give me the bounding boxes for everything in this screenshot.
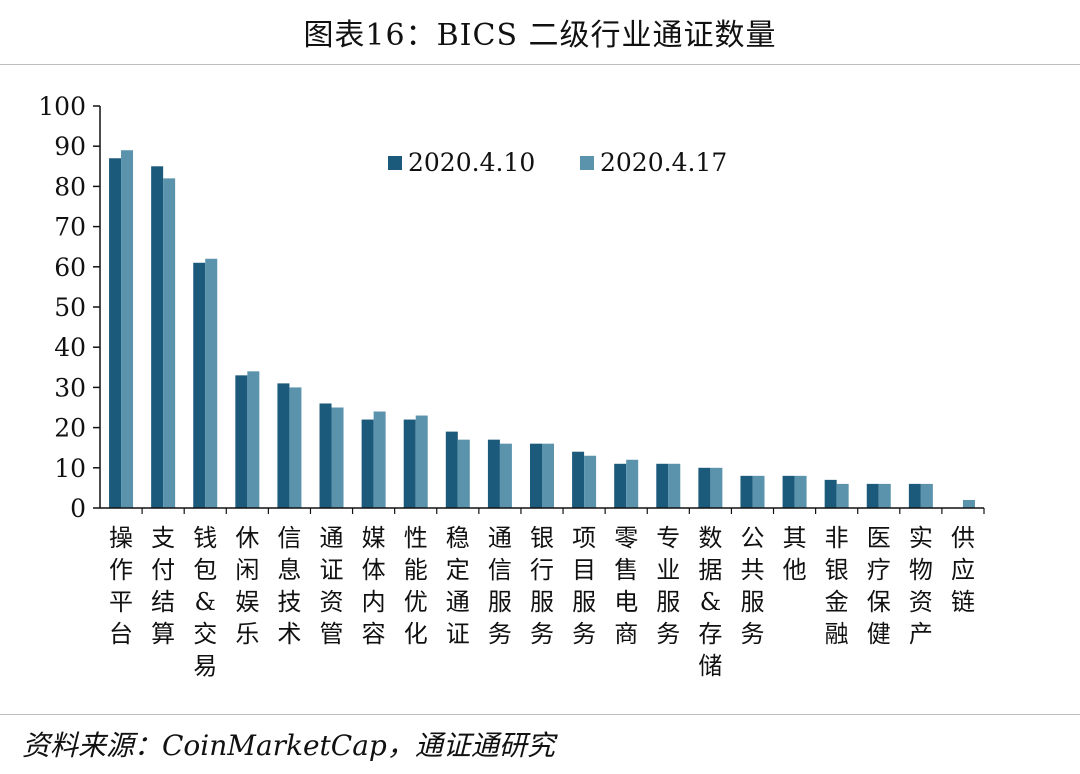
bar-2-9 <box>499 443 512 508</box>
y-tick-label: 70 <box>54 213 86 242</box>
bar-1-2 <box>193 262 206 508</box>
x-axis: 操作平台支付结算钱包&交易休闲娱乐信息技术通证资管媒体内容性能优化稳定通证通信服… <box>100 507 985 680</box>
bar-1-5 <box>319 403 332 508</box>
y-tick-label: 40 <box>54 333 86 362</box>
bar-2-17 <box>836 483 849 508</box>
bar-1-15 <box>740 475 753 508</box>
x-tick-label: 休闲娱乐 <box>235 524 259 648</box>
bar-2-7 <box>415 415 428 508</box>
bar-1-8 <box>445 431 458 508</box>
bar-2-6 <box>373 411 386 508</box>
legend-label-1: 2020.4.10 <box>408 148 535 177</box>
y-tick-label: 100 <box>38 92 86 121</box>
bar-2-14 <box>710 467 723 508</box>
y-tick-label: 80 <box>54 172 86 201</box>
y-tick-label: 0 <box>70 494 86 523</box>
y-tick-label: 30 <box>54 373 86 402</box>
x-tick-label: 稳定通证 <box>446 524 470 648</box>
bar-1-9 <box>487 439 500 508</box>
x-tick-label: 性能优化 <box>404 524 428 648</box>
x-tick-label: 数据&存储 <box>698 524 722 680</box>
legend-label-2: 2020.4.17 <box>600 148 727 177</box>
bar-1-12 <box>614 463 627 508</box>
bar-2-11 <box>584 455 597 508</box>
x-tick-label: 媒体内容 <box>362 524 386 648</box>
x-tick-label: 医疗保健 <box>867 524 891 648</box>
bar-1-6 <box>361 419 374 508</box>
bar-1-13 <box>656 463 669 508</box>
x-tick-label: 其他 <box>783 524 807 584</box>
page-title: 图表16：BICS 二级行业通证数量 <box>303 18 777 53</box>
y-tick-label: 60 <box>54 253 86 282</box>
bar-1-11 <box>572 451 585 508</box>
x-tick-label: 钱包&交易 <box>193 524 217 680</box>
bar-1-4 <box>277 383 290 508</box>
y-tick-label: 20 <box>54 414 86 443</box>
bar-2-10 <box>542 443 554 508</box>
source-note: 资料来源：CoinMarketCap，通证通研究 <box>22 729 555 762</box>
y-axis: 0 10 20 30 40 50 60 70 80 90 100 <box>38 92 101 523</box>
bottom-divider <box>0 714 1080 715</box>
bar-2-0 <box>121 150 134 508</box>
bar-1-17 <box>824 479 837 508</box>
x-tick-label: 非银金融 <box>825 524 849 648</box>
legend-swatch-2 <box>580 156 594 170</box>
bar-2-20 <box>962 499 975 508</box>
x-tick-label: 通信服务 <box>488 524 512 648</box>
bar-1-16 <box>782 475 795 508</box>
bar-1-1 <box>151 166 164 509</box>
bar-2-13 <box>668 463 681 508</box>
y-tick-label: 50 <box>54 293 86 322</box>
x-tick-label: 供应链 <box>951 524 975 616</box>
bar-1-10 <box>530 443 542 508</box>
x-tick-label: 公共服务 <box>740 524 764 648</box>
bar-2-16 <box>794 475 807 508</box>
x-tick-label: 操作平台 <box>109 524 133 648</box>
bar-1-18 <box>866 483 879 508</box>
bar-2-2 <box>205 258 218 508</box>
legend: 2020.4.10 2020.4.17 <box>388 148 727 177</box>
bars <box>109 150 975 509</box>
bar-2-5 <box>331 407 344 508</box>
x-tick-label: 项目服务 <box>572 524 596 648</box>
x-tick-label: 专业服务 <box>656 524 680 648</box>
y-tick-label: 90 <box>54 132 86 161</box>
y-tick-label: 10 <box>54 454 86 483</box>
x-tick-label: 银行服务 <box>530 524 554 648</box>
x-tick-label: 支付结算 <box>151 524 175 648</box>
x-tick-label: 实物资产 <box>909 524 933 648</box>
top-divider <box>0 64 1080 65</box>
bar-1-0 <box>109 158 122 508</box>
bar-1-14 <box>698 467 711 508</box>
bar-1-7 <box>403 419 416 508</box>
x-tick-label: 信息技术 <box>277 524 301 648</box>
bar-1-3 <box>235 375 248 508</box>
legend-swatch-1 <box>388 156 402 170</box>
bar-2-15 <box>752 475 765 508</box>
bar-2-18 <box>878 483 891 508</box>
bar-2-1 <box>163 178 176 509</box>
bar-chart: 0 10 20 30 40 50 60 70 80 90 100 操作平台支付结算钱包&交易休闲娱乐… <box>38 92 985 680</box>
bar-1-19 <box>908 483 921 508</box>
bar-2-4 <box>289 387 302 508</box>
bar-2-12 <box>626 459 639 508</box>
x-tick-label: 零售电商 <box>614 524 638 648</box>
bar-2-3 <box>247 371 260 508</box>
bar-2-19 <box>920 483 933 508</box>
x-tick-label: 通证资管 <box>320 524 344 648</box>
bar-2-8 <box>457 439 470 508</box>
